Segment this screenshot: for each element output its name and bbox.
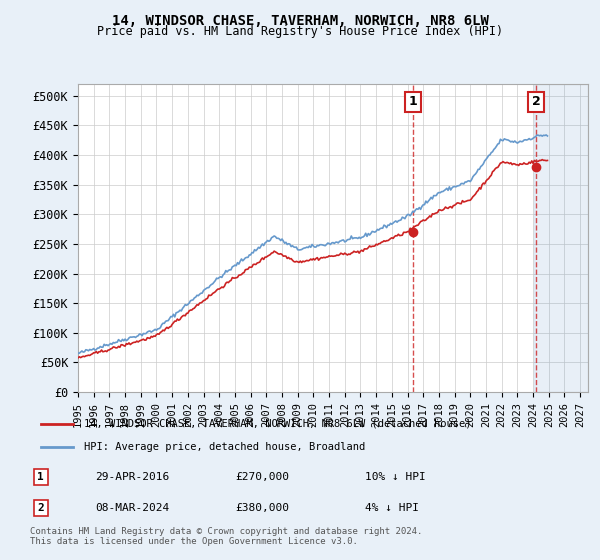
Text: 1: 1 xyxy=(37,472,44,482)
Text: 2: 2 xyxy=(37,503,44,513)
Bar xyxy=(535,84,588,392)
Text: 1: 1 xyxy=(409,95,417,108)
Text: 14, WINDSOR CHASE, TAVERHAM, NORWICH, NR8 6LW: 14, WINDSOR CHASE, TAVERHAM, NORWICH, NR… xyxy=(112,14,488,28)
Text: HPI: Average price, detached house, Broadland: HPI: Average price, detached house, Broa… xyxy=(84,442,365,452)
Text: 10% ↓ HPI: 10% ↓ HPI xyxy=(365,472,425,482)
Text: £380,000: £380,000 xyxy=(235,503,289,513)
Text: 29-APR-2016: 29-APR-2016 xyxy=(95,472,169,482)
Text: Price paid vs. HM Land Registry's House Price Index (HPI): Price paid vs. HM Land Registry's House … xyxy=(97,25,503,38)
Text: Contains HM Land Registry data © Crown copyright and database right 2024.
This d: Contains HM Land Registry data © Crown c… xyxy=(30,526,422,546)
Text: 14, WINDSOR CHASE, TAVERHAM, NORWICH, NR8 6LW (detached house): 14, WINDSOR CHASE, TAVERHAM, NORWICH, NR… xyxy=(84,419,472,429)
Text: 4% ↓ HPI: 4% ↓ HPI xyxy=(365,503,419,513)
Text: £270,000: £270,000 xyxy=(235,472,289,482)
Text: 08-MAR-2024: 08-MAR-2024 xyxy=(95,503,169,513)
Text: 2: 2 xyxy=(532,95,540,108)
